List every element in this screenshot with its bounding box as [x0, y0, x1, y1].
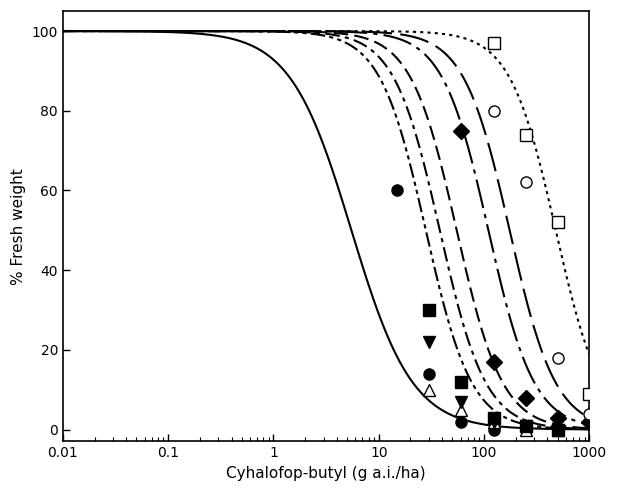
Y-axis label: % Fresh weight: % Fresh weight [11, 168, 26, 285]
X-axis label: Cyhalofop-butyl (g a.i./ha): Cyhalofop-butyl (g a.i./ha) [226, 466, 426, 481]
